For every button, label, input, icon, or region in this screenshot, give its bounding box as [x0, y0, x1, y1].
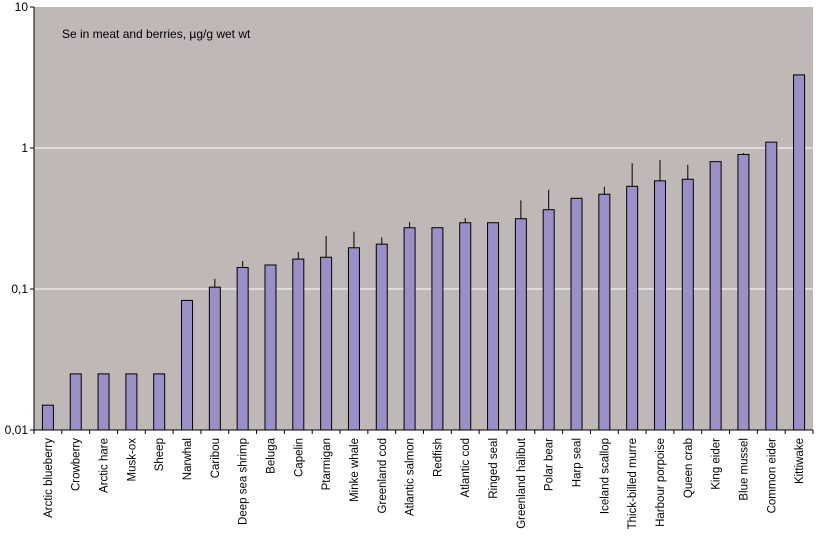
bar: [709, 161, 722, 431]
bar: [153, 373, 166, 431]
bar: [125, 373, 138, 431]
bar: [69, 373, 82, 431]
bar: [737, 153, 750, 431]
x-tick-label: Polar bear: [544, 438, 556, 491]
bar: [626, 185, 639, 431]
bar: [264, 264, 277, 431]
bar: [347, 247, 360, 431]
y-tick-label: 1: [21, 141, 28, 155]
bar: [487, 222, 500, 431]
x-tick-label: Thick-billed murre: [627, 438, 639, 529]
y-tick-label: 0,01: [5, 423, 29, 437]
bar: [765, 141, 778, 431]
error-bars: [214, 153, 744, 288]
x-tick-label: Queen crab: [683, 438, 695, 498]
x-tick-label: Harp seal: [572, 438, 584, 487]
x-tick-label: Atlantic salmon: [405, 438, 417, 516]
bar: [570, 197, 583, 431]
x-tick-label: Narwhal: [182, 438, 194, 480]
y-axis-ticks: 0,01 0,1 1 10: [5, 0, 34, 437]
x-tick-label: King eider: [711, 438, 723, 490]
x-tick-label: Minke whale: [349, 438, 361, 502]
bar: [681, 178, 694, 431]
bar: [431, 227, 444, 431]
x-tick-label: Kittiwake: [794, 438, 806, 484]
bar: [542, 209, 555, 431]
x-tick-label: Arctic blueberry: [43, 438, 55, 518]
x-tick-label: Ringed seal: [488, 438, 500, 499]
bar: [41, 404, 54, 431]
bar: [292, 258, 305, 431]
bar: [375, 243, 388, 431]
bar: [181, 299, 194, 431]
x-tick-label: Common eider: [766, 438, 778, 514]
bars: [41, 74, 806, 431]
x-tick-label: Beluga: [265, 437, 277, 473]
x-tick-label: Arctic hare: [99, 438, 111, 493]
x-tick-label: Musk-ox: [126, 438, 138, 482]
plot-area: [34, 7, 813, 430]
x-tick-label: Greenland halibut: [516, 437, 528, 529]
bar: [236, 267, 249, 431]
x-tick-label: Ptarmigan: [321, 438, 333, 490]
bar: [208, 286, 221, 431]
x-tick-label: Crowberry: [71, 438, 83, 491]
x-tick-label: Redfish: [432, 438, 444, 477]
bar: [97, 373, 110, 431]
bar: [653, 180, 666, 431]
x-tick-label: Harbour porpoise: [655, 438, 667, 527]
bar: [320, 256, 333, 431]
bar: [793, 74, 806, 431]
y-tick-label: 10: [15, 0, 29, 14]
x-tick-label: Capelin: [293, 438, 305, 477]
x-tick-label: Greenland cod: [377, 438, 389, 513]
bar: [459, 222, 472, 431]
x-tick-label: Sheep: [154, 438, 166, 471]
bar: [403, 227, 416, 431]
x-tick-label: Deep sea shrimp: [238, 438, 250, 525]
x-tick-label: Iceland scallop: [599, 438, 611, 514]
bar: [598, 193, 611, 431]
y-tick-label: 0,1: [11, 282, 28, 296]
x-tick-label: Blue mussel: [738, 438, 750, 501]
x-tick-label: Atlantic cod: [460, 438, 472, 497]
x-axis-ticks: Arctic blueberry Crowberry Arctic hare Musk…: [33, 430, 814, 529]
x-tick-label: Caribou: [210, 438, 222, 478]
chart-title: Se in meat and berries, µg/g wet wt: [62, 27, 251, 41]
bar: [514, 218, 527, 431]
